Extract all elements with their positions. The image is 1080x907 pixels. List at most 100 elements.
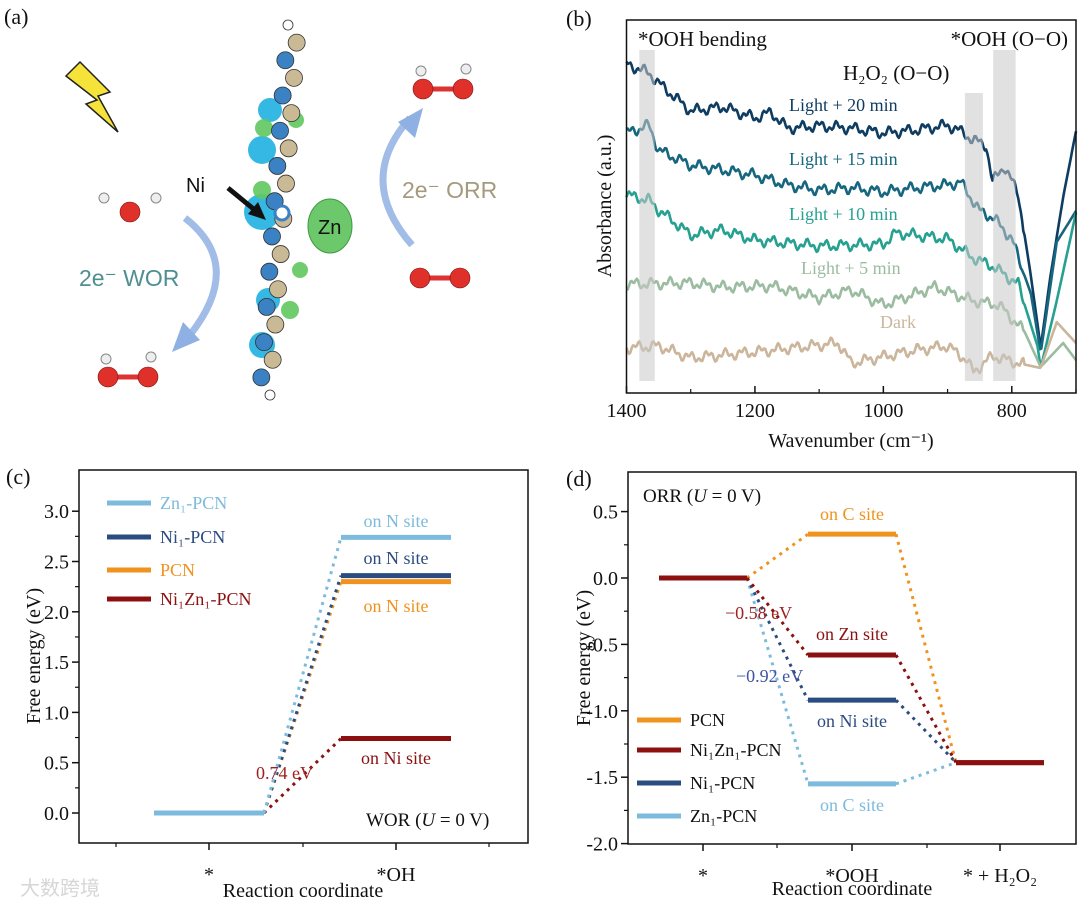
atom bbox=[266, 315, 285, 334]
connector-1 bbox=[262, 575, 343, 814]
orr-delta-label-ni1zn1: −0.58 eV bbox=[725, 603, 792, 623]
site-label: on N site bbox=[364, 596, 429, 616]
site-label: on N site bbox=[364, 548, 429, 568]
orr-arrowhead bbox=[398, 108, 423, 138]
connector-0 bbox=[746, 532, 809, 580]
atom bbox=[260, 262, 279, 281]
atom bbox=[287, 33, 306, 52]
legend-label: Ni₁-PCN bbox=[690, 773, 755, 793]
connector-1 bbox=[745, 577, 810, 656]
annotation-suffix: = 0 V) bbox=[707, 486, 761, 507]
series-label-dark: Dark bbox=[880, 312, 916, 332]
ni-atom bbox=[273, 204, 291, 222]
connector-3 bbox=[262, 737, 343, 815]
x-tick-label: 1000 bbox=[863, 400, 903, 422]
site-label: on N site bbox=[364, 511, 429, 531]
charge-density-blob bbox=[253, 181, 271, 199]
hydrogen-atom bbox=[415, 65, 427, 77]
oxygen-atom bbox=[97, 366, 119, 388]
band-label-ooh-oo: *OOH (O−O) bbox=[951, 27, 1068, 51]
panel-label-a: (a) bbox=[4, 4, 28, 29]
hydrogen-atom bbox=[150, 192, 162, 204]
annotation-potential-symbol: U bbox=[693, 486, 708, 507]
wor-delta-label: 0.74 eV bbox=[256, 763, 313, 783]
x-tick-label: 1400 bbox=[607, 400, 647, 422]
y-tick-label: -1.0 bbox=[586, 701, 618, 723]
y-tick-label: 0.0 bbox=[44, 803, 69, 825]
atom bbox=[279, 139, 298, 158]
ni-zn-pcn-molecule bbox=[244, 19, 308, 401]
connector-2 bbox=[894, 699, 958, 764]
ir-x-axis-title: Wavenumber (cm⁻¹) bbox=[768, 430, 933, 452]
panel-label-d: (d) bbox=[566, 466, 592, 491]
annotation-prefix: ORR ( bbox=[643, 486, 693, 507]
ni-pointer-arrow bbox=[226, 186, 266, 220]
oxygen-atom bbox=[412, 78, 434, 100]
connector-3 bbox=[745, 577, 810, 785]
y-tick-label: 0.0 bbox=[593, 568, 618, 590]
annotation-prefix: WOR ( bbox=[366, 810, 421, 831]
zn-orbital bbox=[307, 198, 353, 254]
atom bbox=[264, 389, 276, 401]
atom bbox=[271, 121, 289, 140]
ir-plot-frame bbox=[625, 19, 1077, 394]
orr-delta-label-ni1: −0.92 eV bbox=[736, 666, 803, 686]
wor-energy-diagram: 0.0 0.5 1.0 1.5 2.0 2.5 3.0 * *OH on Ni site on N … bbox=[23, 469, 529, 902]
x-tick-label: 800 bbox=[997, 400, 1027, 422]
x-tick-label: *OOH bbox=[825, 865, 878, 887]
charge-density-blob bbox=[292, 262, 308, 278]
y-tick-label: 0.5 bbox=[44, 753, 69, 775]
atom bbox=[268, 157, 287, 175]
atom bbox=[285, 68, 303, 87]
legend-label: PCN bbox=[160, 560, 195, 580]
connector-3 bbox=[895, 761, 957, 786]
highlight-band bbox=[639, 50, 655, 381]
x-tick-label: * + H₂O₂ bbox=[963, 865, 1037, 887]
oxygen-atom bbox=[137, 366, 159, 388]
y-tick-label: 2.5 bbox=[44, 552, 69, 574]
series-label-light-5: Light + 5 min bbox=[801, 258, 901, 278]
atom bbox=[282, 104, 301, 122]
annotation-potential-symbol: U bbox=[421, 810, 436, 831]
legend-label: Ni₁-PCN bbox=[160, 527, 225, 547]
band-label-ooh-bending: *OOH bending bbox=[638, 27, 767, 51]
hydrogen-atom bbox=[98, 192, 110, 204]
water-oxygen-atom bbox=[119, 201, 141, 223]
atom bbox=[277, 174, 295, 193]
wor-y-axis-title: Free energy (eV) bbox=[23, 588, 45, 724]
legend-label: Zn₁-PCN bbox=[160, 493, 227, 513]
legend-label: PCN bbox=[690, 710, 725, 730]
series-label-light-10: Light + 10 min bbox=[789, 204, 898, 224]
oxygen-atom bbox=[449, 267, 471, 289]
atom bbox=[257, 298, 276, 316]
x-tick-label: *OH bbox=[377, 864, 416, 886]
wor-condition-annotation: WOR (U = 0 V) bbox=[366, 810, 489, 831]
charge-density-blob bbox=[255, 119, 273, 137]
catalyst-illustration: Zn Ni 2e⁻ WOR 2e⁻ ORR bbox=[64, 19, 497, 401]
legend-label: Ni₁Zn₁-PCN bbox=[690, 740, 782, 760]
charge-density-blob bbox=[248, 136, 276, 164]
atom bbox=[276, 51, 295, 70]
atom bbox=[269, 280, 287, 299]
ir-spectra-chart: 1400 1200 1000 800 *OOH bending H₂O₂ (O−O) … bbox=[594, 19, 1078, 452]
highlight-band bbox=[993, 50, 1016, 381]
connector-0 bbox=[894, 533, 958, 763]
x-tick-label: 1200 bbox=[735, 400, 775, 422]
orr-curved-arrow bbox=[379, 115, 415, 248]
charge-density-blob bbox=[258, 98, 282, 122]
atom bbox=[255, 333, 273, 352]
wor-x-axis-title: Reaction coordinate bbox=[223, 880, 384, 902]
atom bbox=[252, 368, 271, 387]
site-label: on C site bbox=[820, 795, 884, 815]
lightning-icon bbox=[64, 60, 119, 133]
site-label: on Ni site bbox=[817, 711, 887, 731]
legend-label: Ni₁Zn₁-PCN bbox=[160, 589, 252, 609]
panel-label-c: (c) bbox=[6, 464, 30, 489]
atom bbox=[271, 245, 290, 263]
orr-label: 2e⁻ ORR bbox=[402, 177, 497, 203]
connector-2 bbox=[745, 577, 810, 701]
site-label: on Zn site bbox=[816, 624, 888, 644]
charge-density-blob bbox=[281, 301, 299, 319]
